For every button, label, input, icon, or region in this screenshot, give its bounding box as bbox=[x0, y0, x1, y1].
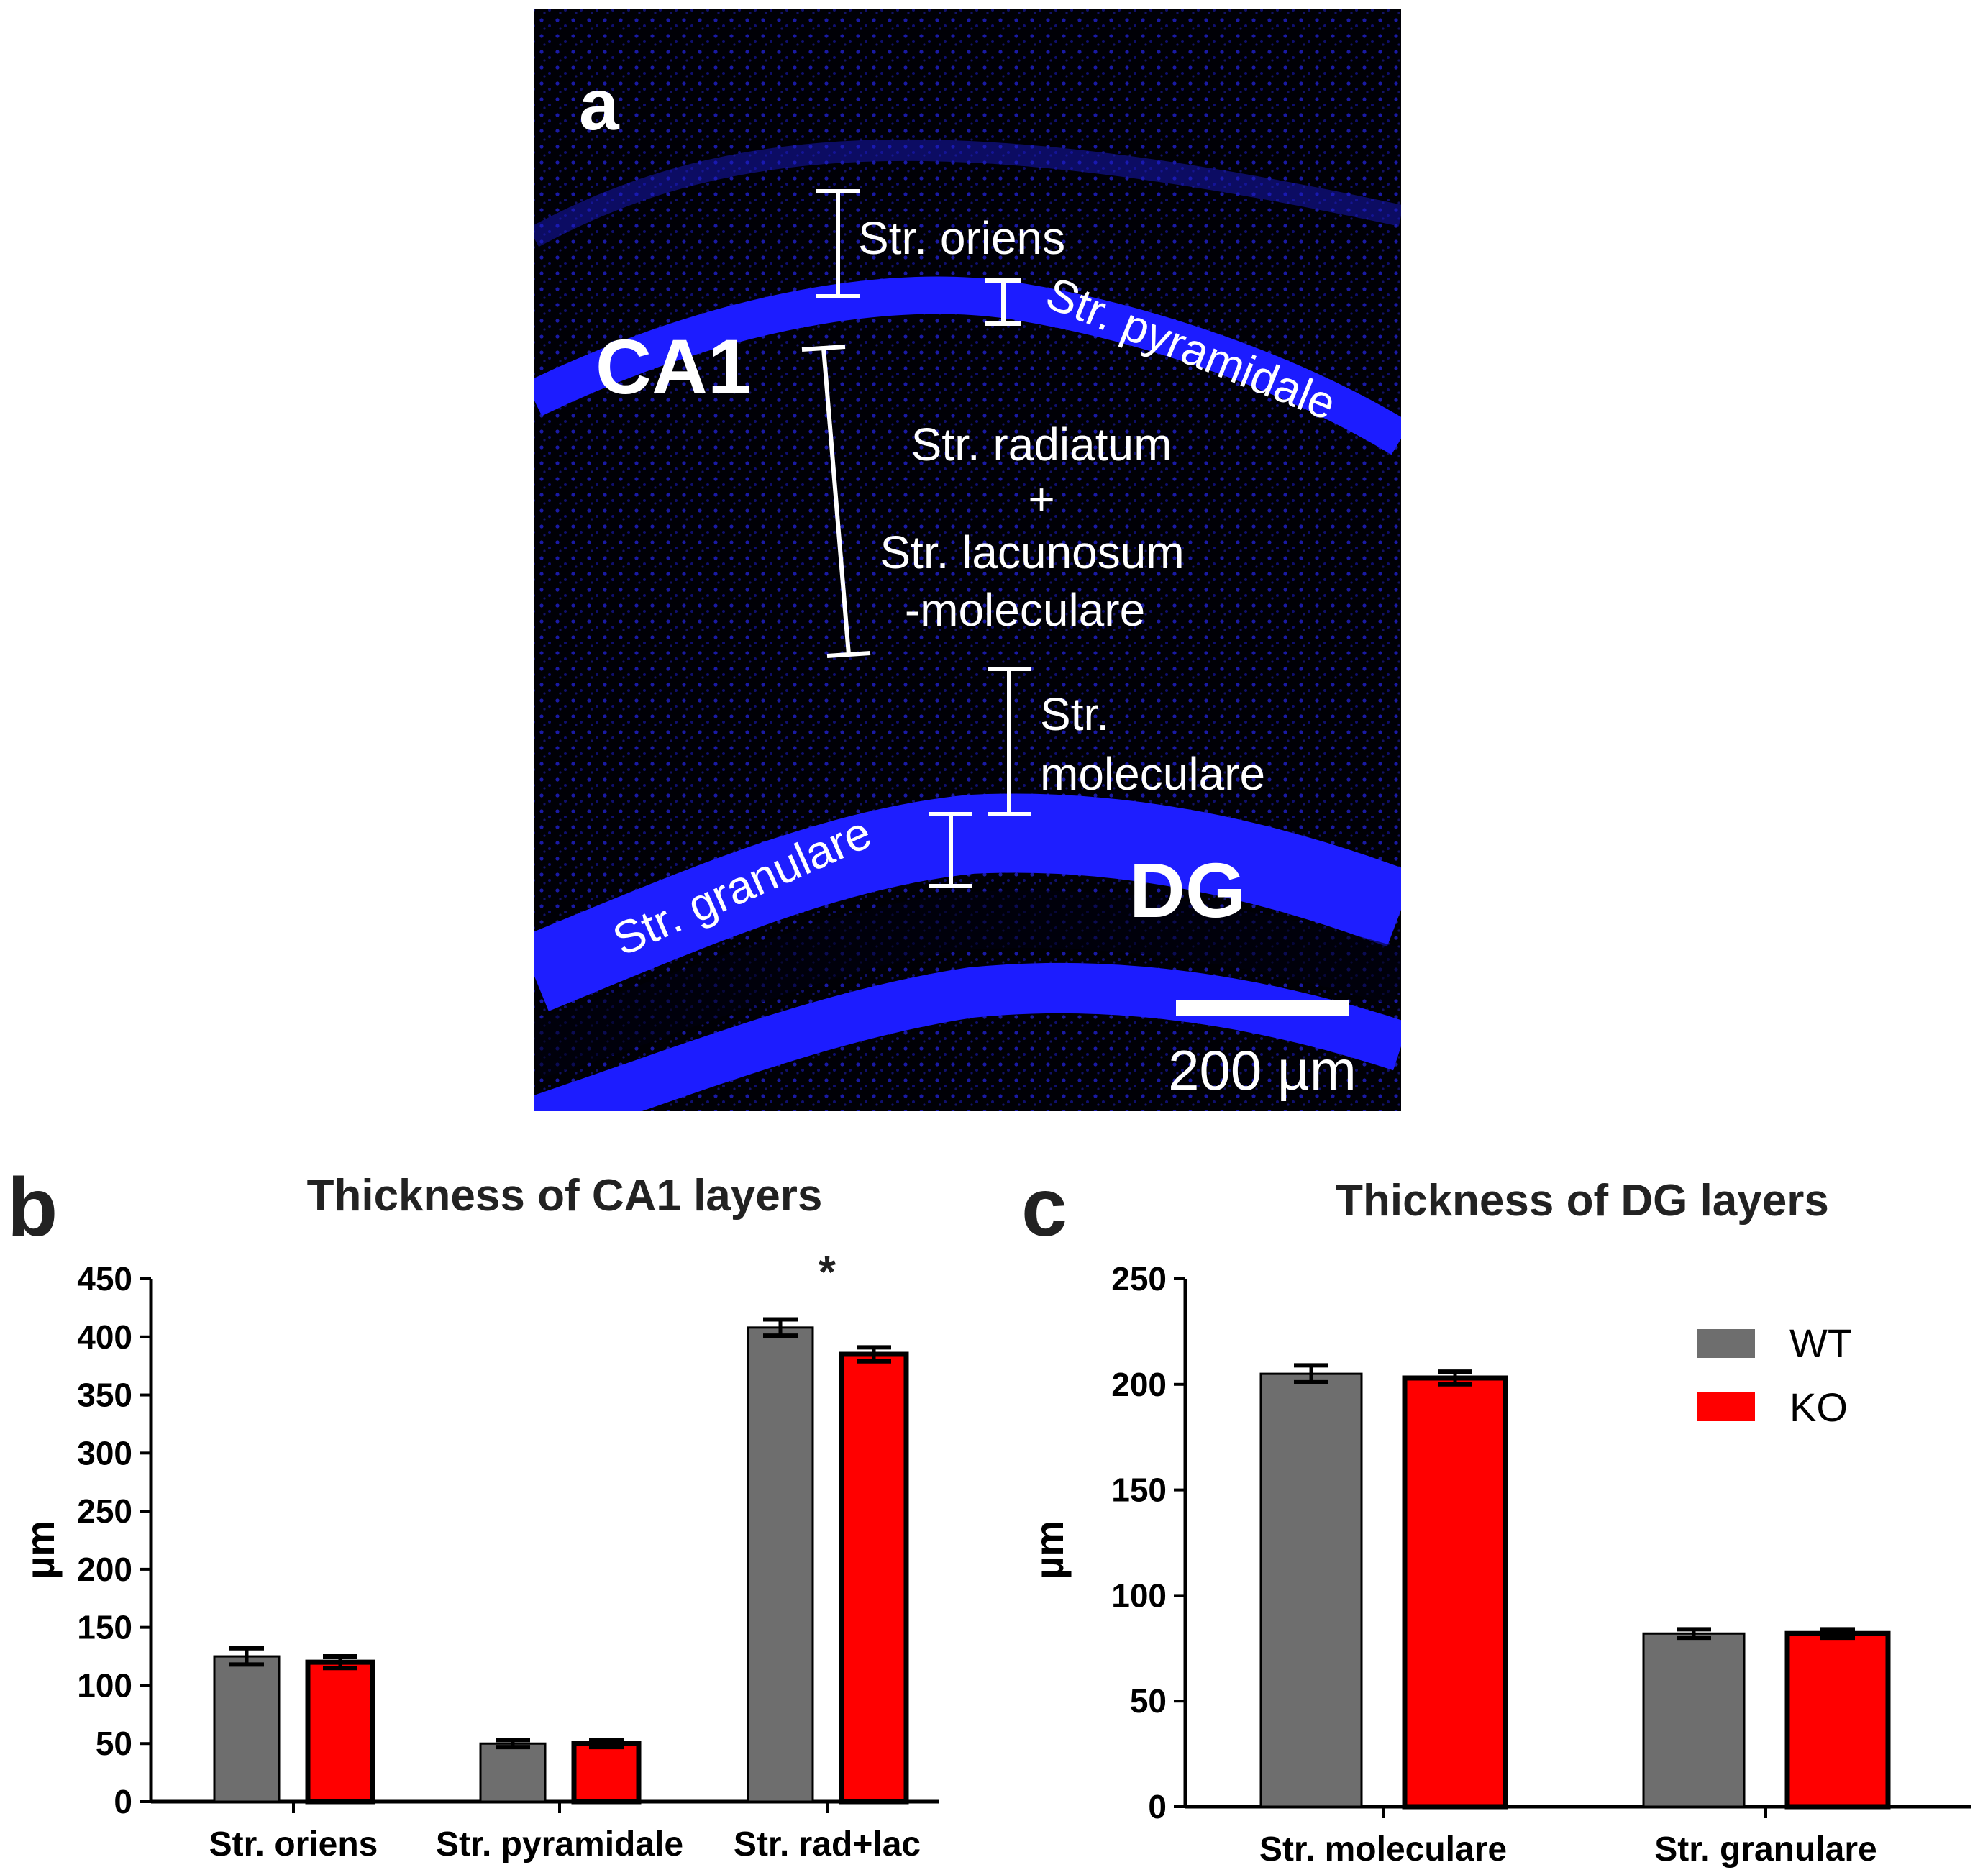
moleculare-line-2: moleculare bbox=[1040, 748, 1265, 800]
legend-label-ko: KO bbox=[1789, 1384, 1848, 1430]
y-tick-label: 50 bbox=[96, 1725, 132, 1762]
bar-wt bbox=[479, 1742, 547, 1803]
y-tick-label: 100 bbox=[77, 1666, 132, 1704]
bar-ko bbox=[305, 1659, 375, 1805]
bar-ko bbox=[1784, 1630, 1891, 1810]
y-tick-label: 50 bbox=[1130, 1682, 1167, 1720]
x-tick-label: Str. oriens bbox=[209, 1825, 378, 1863]
granulare-band bbox=[534, 793, 1401, 1011]
radiatum-line-3: Str. lacunosum bbox=[880, 526, 1184, 578]
y-tick-label: 350 bbox=[77, 1377, 132, 1414]
panel-b-label: b bbox=[7, 1162, 58, 1254]
radiatum-line-2: + bbox=[1028, 473, 1054, 525]
y-tick-label: 200 bbox=[1111, 1366, 1167, 1403]
bar-ko bbox=[1402, 1375, 1508, 1810]
granulare-bracket bbox=[929, 812, 972, 888]
y-tick-label: 250 bbox=[77, 1492, 132, 1530]
significance-star: * bbox=[819, 1248, 836, 1297]
micrograph bbox=[534, 9, 1401, 1111]
bar-wt bbox=[213, 1655, 281, 1803]
x-tick-label: Str. pyramidale bbox=[436, 1825, 683, 1863]
moleculare-line-1: Str. bbox=[1040, 688, 1109, 740]
radiatum-line-4: -moleculare bbox=[905, 584, 1145, 636]
bar-wt bbox=[1642, 1632, 1746, 1808]
panel-c: c Thickness of DG layers µm 0 50 100 150 200… bbox=[1021, 1162, 1971, 1869]
y-tick-label: 250 bbox=[1111, 1260, 1167, 1297]
panel-a-label: a bbox=[579, 65, 620, 145]
y-tick-label: 100 bbox=[1111, 1577, 1167, 1614]
x-tick-label: Str. moleculare bbox=[1259, 1830, 1507, 1869]
radiatum-bracket bbox=[801, 345, 871, 658]
y-tick-label: 150 bbox=[77, 1609, 132, 1646]
dg-label: DG bbox=[1129, 847, 1246, 934]
y-tick-label: 450 bbox=[77, 1260, 132, 1297]
chart-b-title: Thickness of CA1 layers bbox=[307, 1171, 823, 1221]
legend-label-wt: WT bbox=[1789, 1320, 1852, 1366]
legend-swatch-wt bbox=[1697, 1329, 1755, 1358]
oriens-bracket bbox=[816, 189, 860, 298]
legend-swatch-ko bbox=[1697, 1392, 1755, 1421]
y-tick-label: 200 bbox=[77, 1551, 132, 1588]
radiatum-line-1: Str. radiatum bbox=[911, 419, 1172, 470]
bar-wt bbox=[1259, 1372, 1363, 1808]
y-tick-label: 150 bbox=[1111, 1472, 1167, 1509]
bar-ko bbox=[571, 1741, 642, 1805]
oriens-label: Str. oriens bbox=[858, 212, 1065, 264]
chart-c-ylabel: µm bbox=[1026, 1520, 1072, 1579]
moleculare-bracket bbox=[988, 667, 1031, 816]
panel-c-label: c bbox=[1021, 1162, 1067, 1254]
scale-bar bbox=[1176, 1000, 1349, 1016]
y-tick-label: 300 bbox=[77, 1434, 132, 1472]
y-tick-label: 0 bbox=[1148, 1788, 1167, 1825]
y-tick-label: 0 bbox=[114, 1783, 132, 1820]
pyramidale-band bbox=[534, 276, 1401, 455]
ca1-label: CA1 bbox=[596, 323, 751, 410]
x-tick-label: Str. rad+lac bbox=[734, 1825, 921, 1863]
legend: WT KO bbox=[1697, 1320, 1852, 1430]
chart-c-bars bbox=[1259, 1363, 1891, 1810]
bar-wt bbox=[747, 1326, 814, 1803]
chart-b-bars bbox=[213, 1317, 909, 1805]
radiatum-label: Str. radiatum + Str. lacunosum -molecula… bbox=[880, 419, 1184, 636]
chart-c-axes: 0 50 100 150 200 250 Str. moleculare Str. granu… bbox=[1111, 1260, 1971, 1869]
chart-b-ylabel: µm bbox=[17, 1520, 63, 1579]
bar-ko bbox=[839, 1351, 909, 1805]
x-tick-label: Str. granulare bbox=[1654, 1830, 1877, 1869]
pyramidale-bracket bbox=[985, 278, 1021, 326]
panel-b: b Thickness of CA1 layers µm 0 50 100 150 20… bbox=[7, 1162, 939, 1863]
chart-c-title: Thickness of DG layers bbox=[1336, 1176, 1829, 1226]
scale-bar-label: 200 µm bbox=[1168, 1039, 1357, 1102]
hilus bbox=[534, 890, 1401, 1078]
y-tick-label: 400 bbox=[77, 1318, 132, 1356]
panel-a: a Str. oriens Str. pyramidale CA1 Str. r… bbox=[534, 9, 1401, 1111]
oriens-band bbox=[534, 139, 1401, 247]
